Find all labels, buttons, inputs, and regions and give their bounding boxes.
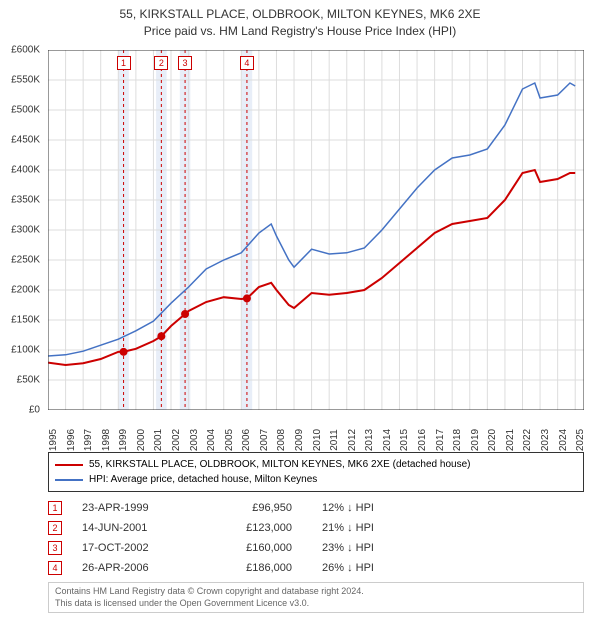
sale-pct: 26% ↓ HPI <box>322 562 442 574</box>
x-tick-label: 2019 <box>470 429 481 451</box>
y-tick-label: £150K <box>11 315 40 326</box>
x-tick-label: 2009 <box>294 429 305 451</box>
x-tick-label: 2001 <box>153 429 164 451</box>
y-tick-label: £550K <box>11 75 40 86</box>
x-tick-label: 2024 <box>558 429 569 451</box>
sale-date: 14-JUN-2001 <box>82 522 212 534</box>
sale-marker-2: 2 <box>154 56 168 70</box>
x-tick-label: 2016 <box>417 429 428 451</box>
title-block: 55, KIRKSTALL PLACE, OLDBROOK, MILTON KE… <box>0 0 600 40</box>
y-tick-label: £450K <box>11 135 40 146</box>
sale-marker-icon: 1 <box>48 501 62 515</box>
y-tick-label: £500K <box>11 105 40 116</box>
y-tick-label: £600K <box>11 45 40 56</box>
x-tick-label: 2014 <box>382 429 393 451</box>
legend-swatch-2 <box>55 479 83 481</box>
x-tick-label: 2005 <box>224 429 235 451</box>
x-tick-label: 2020 <box>487 429 498 451</box>
x-tick-label: 2002 <box>171 429 182 451</box>
x-tick-label: 2003 <box>189 429 200 451</box>
title-line-1: 55, KIRKSTALL PLACE, OLDBROOK, MILTON KE… <box>0 6 600 23</box>
y-tick-label: £0 <box>29 405 40 416</box>
sales-row: 2 14-JUN-2001£123,00021% ↓ HPI <box>48 518 584 538</box>
x-tick-label: 2004 <box>206 429 217 451</box>
title-line-2: Price paid vs. HM Land Registry's House … <box>0 23 600 40</box>
sale-date: 23-APR-1999 <box>82 502 212 514</box>
legend-row-2: HPI: Average price, detached house, Milt… <box>55 472 577 487</box>
footer-line-1: Contains HM Land Registry data © Crown c… <box>55 586 577 598</box>
sale-marker-4: 4 <box>240 56 254 70</box>
x-tick-label: 2008 <box>276 429 287 451</box>
y-tick-label: £250K <box>11 255 40 266</box>
x-tick-label: 2007 <box>259 429 270 451</box>
x-tick-label: 2023 <box>540 429 551 451</box>
y-tick-label: £350K <box>11 195 40 206</box>
x-tick-label: 2018 <box>452 429 463 451</box>
x-tick-label: 2013 <box>364 429 375 451</box>
x-tick-label: 2006 <box>241 429 252 451</box>
sales-row: 1 23-APR-1999£96,95012% ↓ HPI <box>48 498 584 518</box>
x-tick-label: 2012 <box>347 429 358 451</box>
legend-row-1: 55, KIRKSTALL PLACE, OLDBROOK, MILTON KE… <box>55 457 577 472</box>
sale-price: £123,000 <box>212 522 322 534</box>
sale-date: 17-OCT-2002 <box>82 542 212 554</box>
legend-label-1: 55, KIRKSTALL PLACE, OLDBROOK, MILTON KE… <box>89 457 470 472</box>
legend: 55, KIRKSTALL PLACE, OLDBROOK, MILTON KE… <box>48 452 584 492</box>
sale-marker-icon: 3 <box>48 541 62 555</box>
sales-table: 1 23-APR-1999£96,95012% ↓ HPI 2 14-JUN-2001… <box>48 498 584 578</box>
x-tick-label: 1995 <box>48 429 59 451</box>
sale-price: £186,000 <box>212 562 322 574</box>
x-tick-label: 2022 <box>522 429 533 451</box>
y-tick-label: £50K <box>17 375 40 386</box>
x-tick-label: 1999 <box>118 429 129 451</box>
y-tick-label: £200K <box>11 285 40 296</box>
x-tick-label: 2015 <box>399 429 410 451</box>
x-tick-label: 2011 <box>329 429 340 451</box>
sale-price: £96,950 <box>212 502 322 514</box>
x-axis-labels: 1995199619971998199920002001200220032004… <box>48 412 584 442</box>
x-tick-label: 1996 <box>66 429 77 451</box>
sale-pct: 12% ↓ HPI <box>322 502 442 514</box>
chart-container: 55, KIRKSTALL PLACE, OLDBROOK, MILTON KE… <box>0 0 600 620</box>
footer-line-2: This data is licensed under the Open Gov… <box>55 598 577 610</box>
x-tick-label: 2010 <box>312 429 323 451</box>
sale-date: 26-APR-2006 <box>82 562 212 574</box>
sale-marker-3: 3 <box>178 56 192 70</box>
legend-label-2: HPI: Average price, detached house, Milt… <box>89 472 317 487</box>
y-tick-label: £400K <box>11 165 40 176</box>
y-tick-label: £300K <box>11 225 40 236</box>
sale-marker-icon: 2 <box>48 521 62 535</box>
y-axis-labels: £0£50K£100K£150K£200K£250K£300K£350K£400… <box>0 50 44 410</box>
x-tick-label: 2017 <box>435 429 446 451</box>
x-tick-label: 2000 <box>136 429 147 451</box>
x-tick-label: 1997 <box>83 429 94 451</box>
x-tick-label: 2021 <box>505 429 516 451</box>
legend-swatch-1 <box>55 464 83 466</box>
x-tick-label: 1998 <box>101 429 112 451</box>
y-tick-label: £100K <box>11 345 40 356</box>
chart-plot-area: 1 23 4 <box>48 50 584 410</box>
sale-pct: 23% ↓ HPI <box>322 542 442 554</box>
sale-price: £160,000 <box>212 542 322 554</box>
sales-row: 3 17-OCT-2002£160,00023% ↓ HPI <box>48 538 584 558</box>
footer: Contains HM Land Registry data © Crown c… <box>48 582 584 613</box>
sale-marker-1: 1 <box>117 56 131 70</box>
sale-pct: 21% ↓ HPI <box>322 522 442 534</box>
sale-marker-icon: 4 <box>48 561 62 575</box>
x-tick-label: 2025 <box>575 429 586 451</box>
chart-svg <box>48 50 584 410</box>
sales-row: 4 26-APR-2006£186,00026% ↓ HPI <box>48 558 584 578</box>
